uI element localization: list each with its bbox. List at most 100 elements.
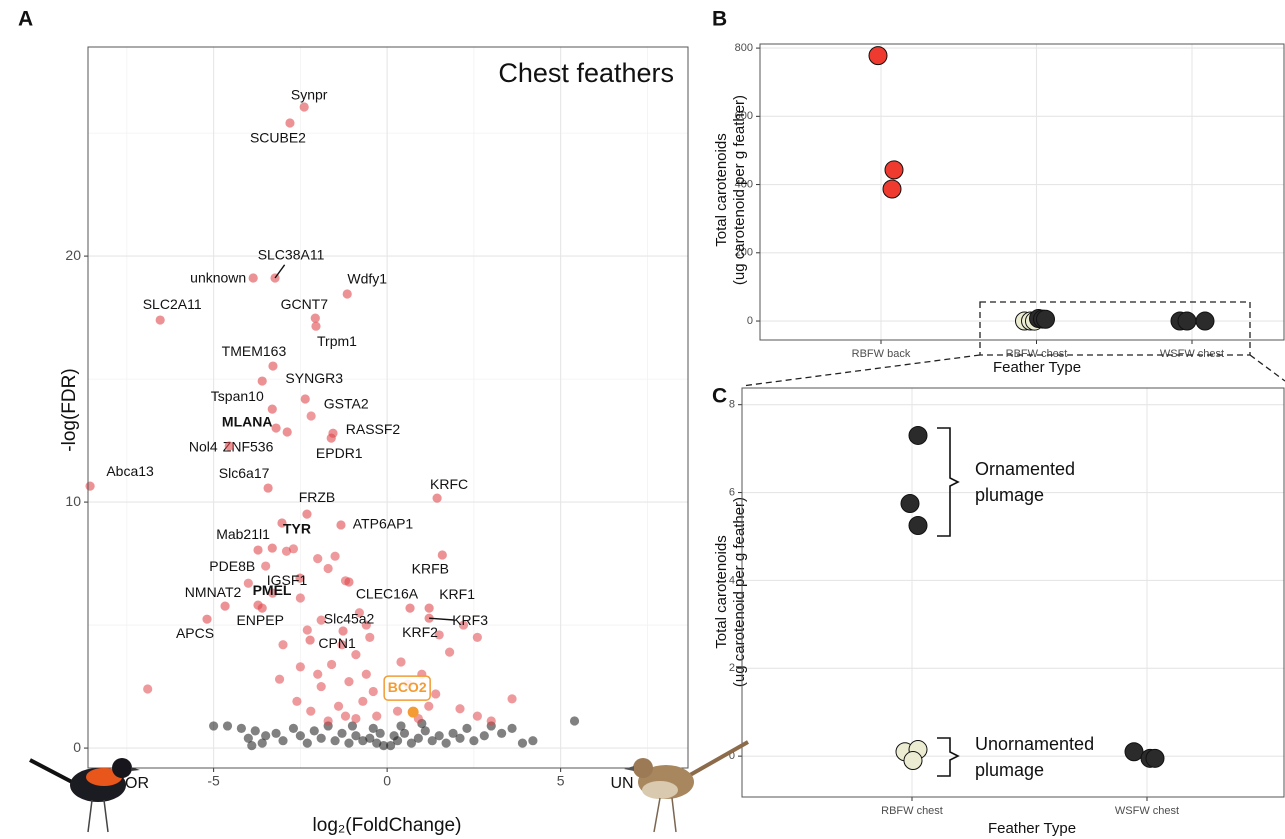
point-label: SYNGR3 (285, 370, 343, 386)
labeled-point (305, 635, 315, 645)
bracket (937, 427, 960, 537)
point (209, 721, 219, 731)
point-label: Trpm1 (317, 333, 357, 349)
point (261, 731, 271, 741)
point (413, 733, 423, 743)
point (351, 731, 361, 741)
labeled-point (338, 626, 348, 636)
point (281, 546, 292, 556)
point (427, 736, 437, 746)
labeled-point (302, 509, 312, 519)
annotation: Unornamented (975, 734, 1094, 754)
point (882, 179, 902, 199)
point (396, 721, 406, 731)
point (399, 728, 410, 738)
point-label: ATP6AP1 (353, 516, 414, 532)
point (361, 620, 371, 630)
point-label: CLEC16A (356, 586, 419, 602)
point (271, 728, 281, 738)
labeled-point (263, 483, 273, 493)
point (250, 726, 260, 736)
point (351, 649, 361, 660)
point (288, 723, 299, 733)
point (261, 561, 271, 571)
y-tick-label: 0 (729, 750, 735, 762)
labeled-point (310, 313, 320, 323)
point (1195, 311, 1215, 331)
point (368, 686, 378, 697)
point-label: GCNT7 (281, 296, 329, 312)
y-tick-label: 8 (729, 399, 735, 411)
point (392, 736, 403, 746)
point-label: CPN1 (318, 635, 356, 651)
point (365, 632, 375, 642)
point (323, 716, 333, 726)
bird-red-backed (29, 758, 140, 833)
zoom-box (979, 301, 1251, 356)
point (441, 738, 451, 748)
point (497, 728, 507, 738)
x-tick-label: RBFW back (852, 348, 911, 360)
labeled-point (405, 603, 415, 613)
point-label: Mab21l1 (216, 526, 270, 542)
point-label: MLANA (222, 414, 273, 430)
x-tick-label: RBFW chest (881, 805, 943, 817)
point (330, 736, 340, 746)
point (372, 711, 382, 721)
point-label: SCUBE2 (250, 130, 306, 146)
labeled-point (268, 361, 278, 371)
y-tick-label: 800 (735, 42, 753, 54)
plot-background (760, 44, 1284, 340)
point-label: EPDR1 (316, 445, 363, 461)
point-label: Slc45a2 (324, 611, 375, 627)
point-label: FRZB (299, 489, 336, 505)
point-label: KRF1 (439, 586, 475, 602)
point (434, 630, 444, 640)
y-axis-title: (ug carotenoid per g feather) (731, 95, 748, 285)
labeled-point (257, 376, 267, 386)
point (472, 632, 482, 642)
point (323, 563, 333, 574)
x-tick-label: -5 (207, 773, 220, 789)
y-axis-title: Total carotenoids (713, 535, 730, 648)
annotation: plumage (975, 760, 1044, 780)
labeled-point (267, 543, 277, 553)
point (903, 751, 923, 771)
y-tick-label: 0 (73, 739, 81, 755)
x-axis-title: log₂(FoldChange) (313, 815, 462, 836)
labeled-point (300, 394, 310, 404)
point (486, 716, 496, 726)
point (327, 659, 337, 670)
point (361, 669, 371, 679)
point (372, 738, 382, 748)
point (313, 669, 323, 679)
point (1124, 742, 1144, 762)
point (344, 677, 354, 687)
x-tick-label: RBFW chest (1006, 348, 1068, 360)
point (379, 741, 389, 751)
highlight-label: BCO2 (388, 679, 427, 695)
point-label: APCS (176, 625, 214, 641)
point (143, 684, 153, 694)
point (392, 706, 403, 716)
point (316, 681, 326, 692)
y-tick-label: 6 (729, 486, 735, 498)
point (347, 721, 358, 731)
point (295, 593, 305, 603)
point (243, 733, 253, 743)
labeled-point (271, 423, 281, 433)
chart-title: Chest feathers (498, 58, 674, 88)
x-axis-title: Feather Type (988, 820, 1076, 837)
y-tick-label: 600 (735, 110, 753, 122)
point (517, 738, 528, 748)
point (306, 706, 316, 716)
point (274, 674, 285, 684)
point (458, 620, 469, 630)
x-tick-label: 5 (557, 773, 565, 789)
point (333, 701, 344, 711)
point (431, 689, 441, 699)
y-tick-label: 0 (747, 315, 753, 327)
point (309, 726, 319, 736)
point (900, 494, 920, 514)
point (365, 733, 375, 743)
